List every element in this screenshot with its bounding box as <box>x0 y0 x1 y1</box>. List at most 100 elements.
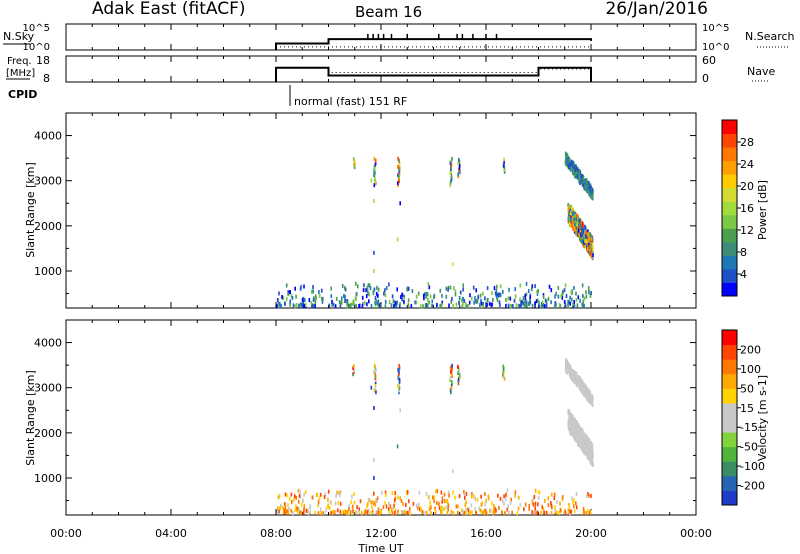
data-cell <box>458 296 461 300</box>
data-cell <box>391 511 394 516</box>
data-cell <box>344 286 346 290</box>
data-cell <box>384 501 386 505</box>
data-cell <box>588 454 591 459</box>
data-cell <box>569 411 571 416</box>
data-cell <box>580 219 583 224</box>
data-cell <box>578 441 581 446</box>
data-cell <box>302 296 305 301</box>
data-cell <box>447 287 449 292</box>
data-cell <box>572 430 574 434</box>
colorbar-tick-label: 200 <box>740 343 761 356</box>
colorbar-cell <box>722 330 737 346</box>
data-cell <box>580 446 583 451</box>
data-cell <box>581 174 583 179</box>
data-cell <box>397 495 399 500</box>
data-cell <box>450 369 452 374</box>
data-cell <box>278 493 281 498</box>
data-cell <box>582 448 584 453</box>
data-cell <box>288 496 291 501</box>
data-cell <box>574 170 576 174</box>
data-cell <box>417 505 419 510</box>
data-cell <box>581 182 584 187</box>
data-cell <box>373 250 375 255</box>
data-cell <box>376 496 379 501</box>
data-cell <box>590 460 592 465</box>
data-cell <box>331 299 333 304</box>
data-cell <box>366 285 369 290</box>
colorbar-cell <box>722 214 737 229</box>
data-cell <box>407 286 410 291</box>
data-cell <box>447 507 449 512</box>
data-cell <box>433 499 435 504</box>
nave-tick-top: 60 <box>702 54 716 67</box>
data-cell <box>491 501 493 506</box>
data-cell <box>435 489 437 494</box>
x-tick-label: 12:00 <box>365 527 397 540</box>
data-cell <box>374 374 377 378</box>
data-cell <box>348 303 350 308</box>
colorbar-tick-label: 100 <box>740 363 761 376</box>
data-cell <box>321 288 323 293</box>
data-cell <box>291 296 294 300</box>
data-cell <box>320 511 323 516</box>
data-cell <box>523 507 525 512</box>
data-cell <box>568 163 570 168</box>
colorbar-cell <box>722 120 737 135</box>
data-cell <box>428 285 431 290</box>
data-cell <box>544 498 546 503</box>
data-cell <box>373 167 376 171</box>
data-cell <box>396 300 398 305</box>
colorbar-tick-label: -100 <box>740 460 765 473</box>
data-cell <box>374 380 377 385</box>
data-cell <box>276 304 278 309</box>
data-cell <box>278 291 280 296</box>
nsearch-tick-bottom: 10^0 <box>702 42 729 53</box>
data-cell <box>450 173 453 178</box>
data-cell <box>389 504 392 509</box>
data-cell <box>377 287 380 292</box>
data-cell <box>352 157 355 161</box>
data-cell <box>360 511 363 516</box>
data-cell <box>584 239 586 244</box>
data-cell <box>485 511 488 516</box>
data-cell <box>454 495 456 500</box>
data-cell <box>438 502 440 506</box>
data-cell <box>588 286 590 291</box>
data-cell <box>387 507 390 512</box>
data-cell <box>577 432 579 437</box>
data-cell <box>578 169 581 174</box>
data-cell <box>349 303 352 308</box>
data-cell <box>517 495 520 500</box>
data-cell <box>585 443 587 448</box>
nsky-label: N.Sky <box>3 30 35 43</box>
data-cell <box>441 302 443 307</box>
data-cell <box>586 184 588 189</box>
data-cell <box>394 491 396 496</box>
data-cell <box>567 157 569 162</box>
data-cell <box>582 506 585 511</box>
data-cell <box>548 284 551 289</box>
data-cell <box>418 490 421 495</box>
data-cell <box>355 292 358 297</box>
data-cell <box>535 299 538 304</box>
data-cell <box>278 509 280 514</box>
data-cell <box>428 495 430 500</box>
data-cell <box>577 175 580 179</box>
data-cell <box>570 423 573 428</box>
data-cell <box>388 300 391 305</box>
colorbar-cell <box>722 402 737 418</box>
data-cell <box>576 213 579 218</box>
data-cell <box>317 499 320 504</box>
data-cell <box>344 295 346 299</box>
data-cell <box>394 300 397 305</box>
data-cell <box>585 290 587 295</box>
data-cell <box>281 505 284 510</box>
data-cell <box>304 302 307 307</box>
data-cell <box>465 511 467 516</box>
data-cell <box>568 505 571 510</box>
data-cell <box>423 293 425 298</box>
data-cell <box>588 184 590 189</box>
y-tick-label: 3000 <box>34 382 62 395</box>
data-cell <box>534 488 537 493</box>
nave-series-line <box>276 67 591 73</box>
